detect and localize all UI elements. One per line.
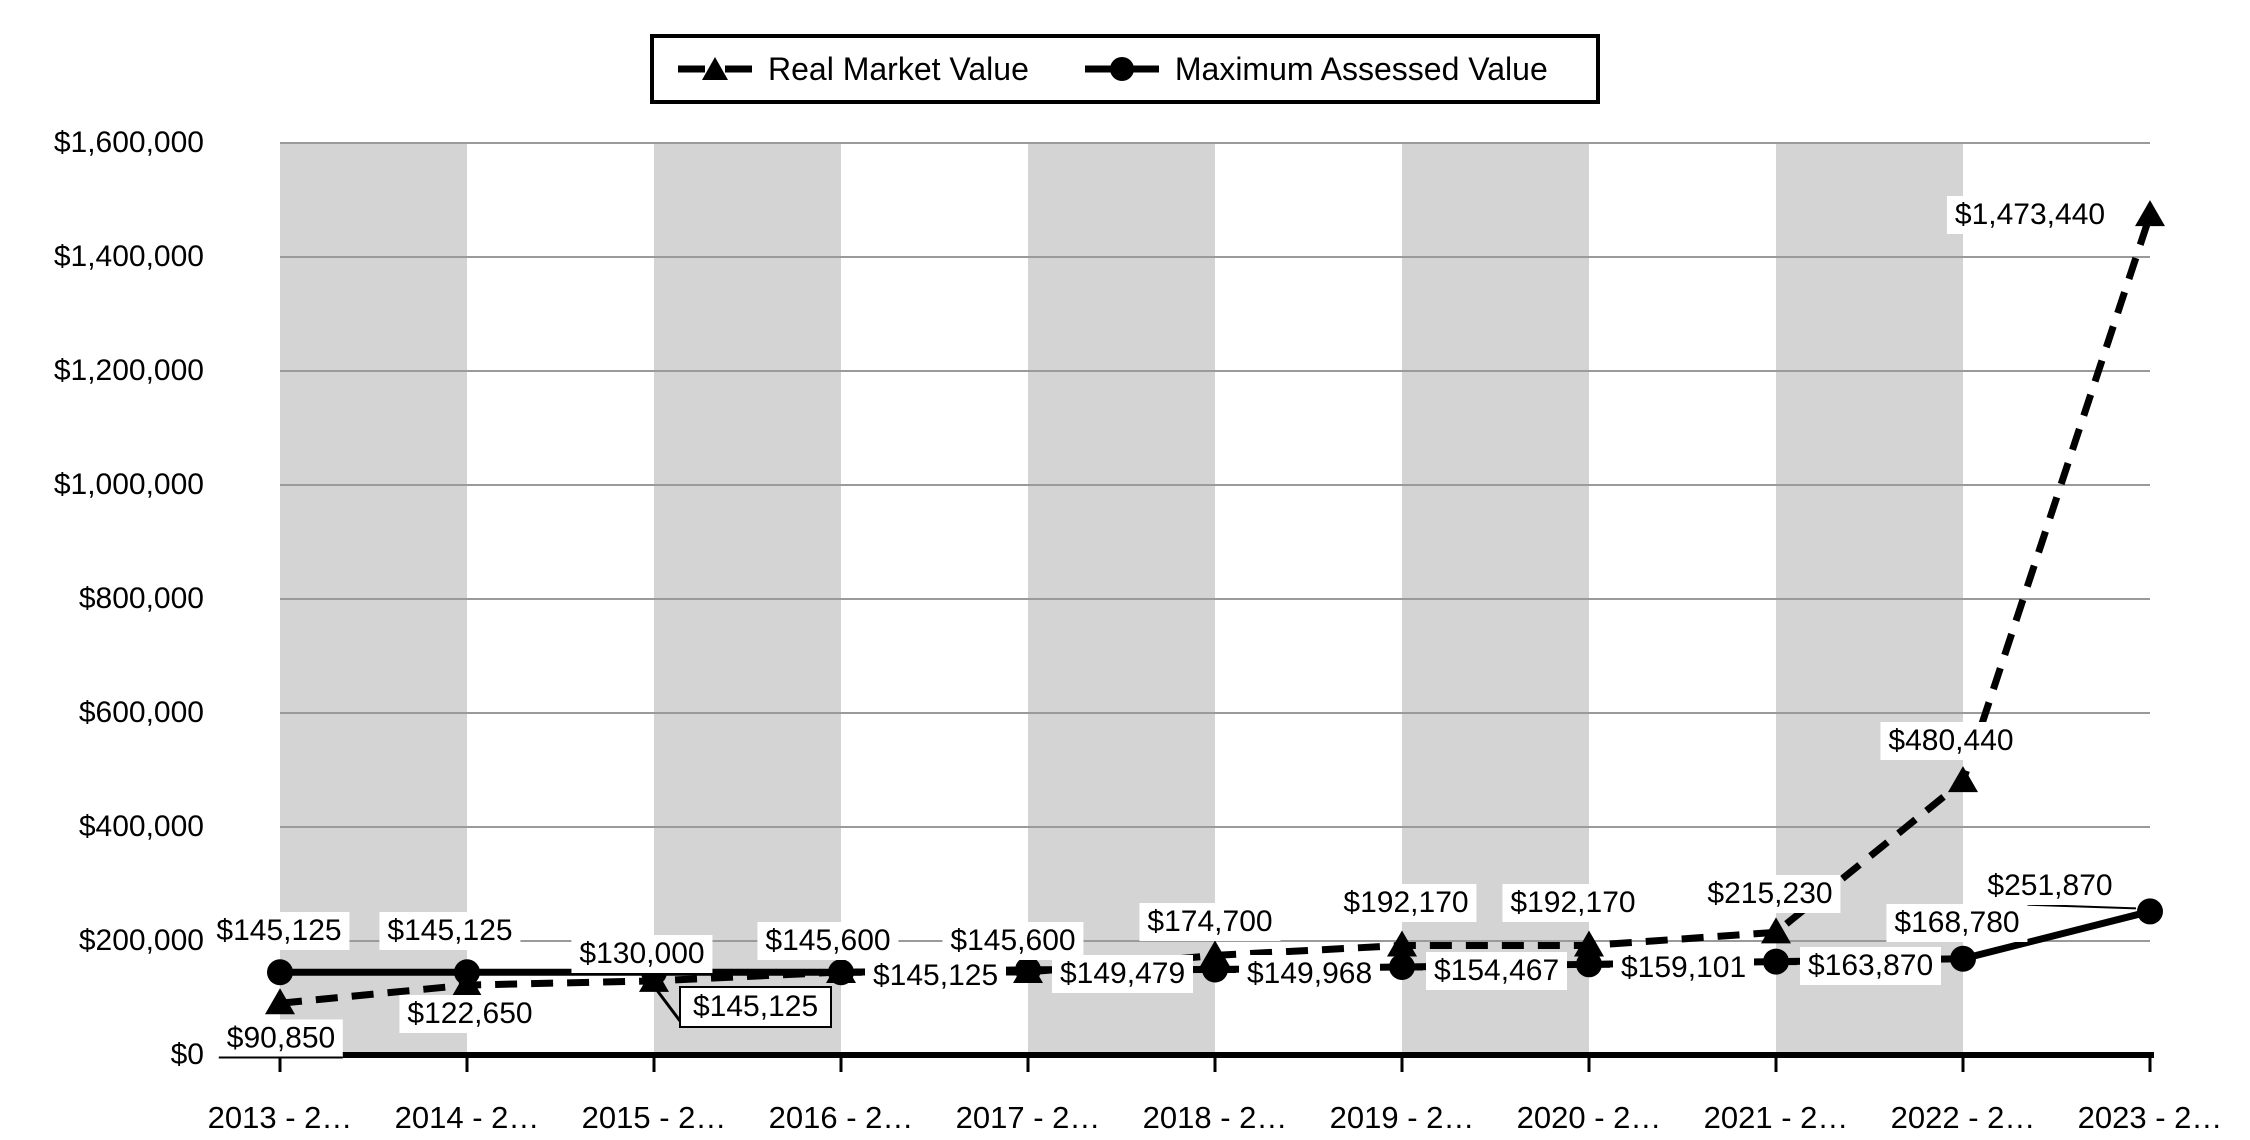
circle-marker (1389, 953, 1415, 980)
circle-marker (1015, 956, 1041, 983)
data-label-real-market-value: $145,600 (942, 922, 1084, 960)
circle-marker (828, 959, 854, 986)
legend-item-real-market-value: Real Market Value (676, 51, 1029, 88)
y-axis-label: $1,200,000 (53, 354, 204, 387)
x-axis-label: 2016 - 2… (768, 1100, 914, 1135)
data-label-real-market-value: $145,600 (757, 922, 899, 960)
solid-circle-legend-icon (1084, 57, 1159, 81)
data-label-maximum-assessed-value: $168,780 (1886, 903, 2028, 942)
y-axis-label: $1,600,000 (53, 126, 204, 159)
y-axis-label: $1,400,000 (53, 240, 204, 273)
data-label-maximum-assessed-value: $149,968 (1239, 954, 1381, 993)
x-axis-label: 2015 - 2… (581, 1100, 727, 1135)
y-axis-label: $600,000 (78, 696, 204, 729)
x-axis-label: 2018 - 2… (1142, 1100, 1288, 1135)
triangle-marker (1948, 766, 1978, 793)
data-label-maximum-assessed-value: $145,125 (865, 957, 1007, 996)
y-axis-label: $200,000 (78, 924, 204, 957)
data-label-maximum-assessed-value: $159,101 (1613, 949, 1755, 988)
circle-marker (454, 959, 480, 986)
data-label-maximum-assessed-value: $149,479 (1052, 954, 1194, 993)
circle-marker (1202, 956, 1228, 983)
legend-item-maximum-assessed-value: Maximum Assessed Value (1083, 51, 1548, 88)
data-label-maximum-assessed-value: $251,870 (1979, 867, 2121, 906)
data-label-callout-maximum-assessed-value: $145,125 (679, 986, 833, 1029)
x-axis-label: 2019 - 2… (1329, 1100, 1475, 1135)
triangle-marker (1387, 930, 1417, 957)
data-label-maximum-assessed-value: $163,870 (1800, 946, 1942, 985)
x-axis-label: 2021 - 2… (1703, 1100, 1849, 1135)
legend: Real Market Value Maximum Assessed Value (650, 34, 1600, 104)
data-label-real-market-value: $122,650 (399, 995, 541, 1034)
data-label-maximum-assessed-value: $154,467 (1426, 951, 1568, 990)
legend-label-real-market-value: Real Market Value (768, 50, 1029, 87)
data-label-real-market-value: $130,000 (571, 934, 713, 973)
data-label-maximum-assessed-value: $145,125 (379, 912, 521, 951)
y-axis-label: $800,000 (78, 582, 204, 615)
data-label-real-market-value: $480,440 (1880, 722, 2022, 761)
circle-marker (1950, 945, 1976, 972)
circle-marker (1763, 948, 1789, 975)
x-axis-label: 2023 - 2… (2077, 1100, 2223, 1135)
data-label-real-market-value: $215,230 (1699, 875, 1841, 914)
y-axis-label: $400,000 (78, 810, 204, 843)
data-label-real-market-value: $192,170 (1502, 884, 1644, 923)
data-label-real-market-value: $90,850 (218, 1019, 344, 1059)
data-label-real-market-value: $1,473,440 (1946, 196, 2114, 235)
triangle-marker (1761, 917, 1791, 944)
data-label-maximum-assessed-value: $145,125 (208, 912, 350, 951)
x-axis-label: 2022 - 2… (1890, 1100, 2036, 1135)
circle-marker (267, 959, 293, 986)
y-axis-label: $0 (170, 1038, 204, 1071)
legend-label-maximum-assessed-value: Maximum Assessed Value (1174, 50, 1548, 87)
data-label-real-market-value: $174,700 (1139, 903, 1281, 942)
circle-marker (2137, 898, 2163, 925)
dashed-triangle-legend-icon (678, 57, 752, 80)
x-axis-label: 2013 - 2… (207, 1100, 353, 1135)
callout-leader-line (655, 989, 683, 1024)
triangle-marker (265, 988, 295, 1015)
y-axis-label: $1,000,000 (53, 468, 204, 501)
circle-marker (1576, 951, 1602, 978)
triangle-marker (1574, 930, 1604, 957)
x-axis-label: 2020 - 2… (1516, 1100, 1662, 1135)
x-axis-label: 2014 - 2… (394, 1100, 540, 1135)
triangle-marker (2135, 200, 2165, 227)
x-axis-label: 2017 - 2… (955, 1100, 1101, 1135)
data-label-real-market-value: $192,170 (1335, 884, 1477, 923)
